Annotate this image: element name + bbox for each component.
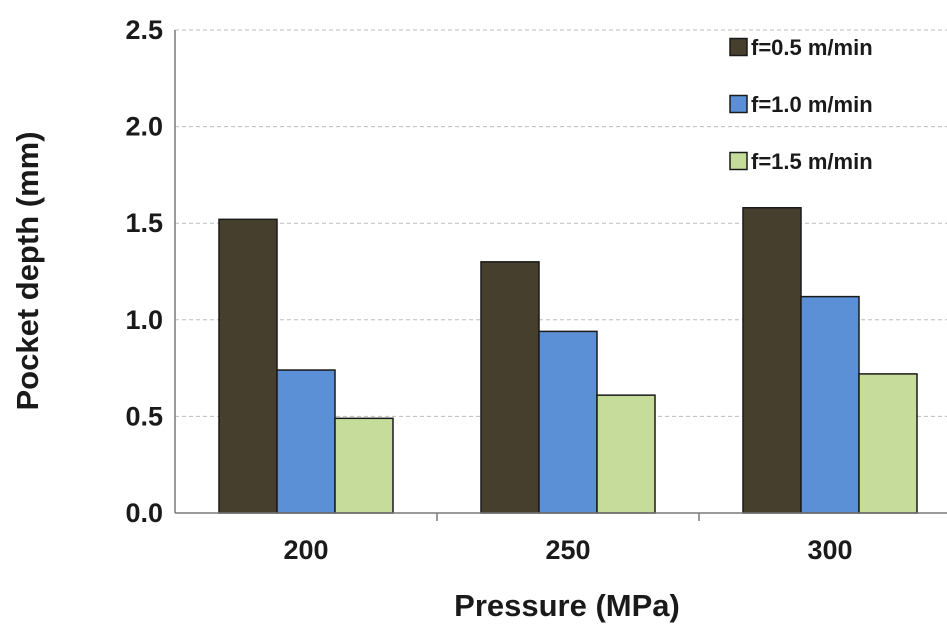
bar — [596, 394, 656, 514]
y-axis-title: Pocket depth (mm) — [10, 131, 45, 410]
bar — [334, 417, 394, 514]
legend-label: f=1.0 m/min — [751, 92, 873, 117]
legend-swatch — [729, 94, 748, 114]
y-tick-label: 0.5 — [125, 401, 163, 431]
bar — [800, 295, 860, 514]
legend-swatch — [729, 151, 748, 171]
bar — [276, 369, 336, 514]
x-tick-label: 250 — [545, 535, 590, 565]
y-tick-label: 1.5 — [125, 208, 163, 238]
axes — [174, 30, 947, 521]
x-axis-title: Pressure (MPa) — [454, 588, 680, 623]
y-tick-labels: 0.0 0.5 1.0 1.5 2.0 2.5 — [125, 15, 163, 528]
y-tick-label: 2.5 — [125, 15, 163, 45]
y-tick-label: 0.0 — [125, 498, 163, 528]
y-tick-label: 1.0 — [125, 305, 163, 335]
legend-swatch — [729, 37, 748, 57]
bar — [480, 261, 540, 514]
bar — [218, 218, 278, 514]
bar — [742, 206, 802, 514]
legend-label: f=1.5 m/min — [751, 149, 873, 174]
x-tick-labels: 200 250 300 — [283, 535, 852, 565]
bar — [538, 330, 598, 514]
bar — [858, 373, 918, 514]
x-tick-label: 300 — [807, 535, 852, 565]
bars — [218, 206, 918, 514]
legend: f=0.5 m/min f=1.0 m/min f=1.5 m/min — [729, 35, 873, 174]
legend-label: f=0.5 m/min — [751, 35, 873, 60]
x-tick-label: 200 — [283, 535, 328, 565]
y-tick-label: 2.0 — [125, 112, 163, 142]
